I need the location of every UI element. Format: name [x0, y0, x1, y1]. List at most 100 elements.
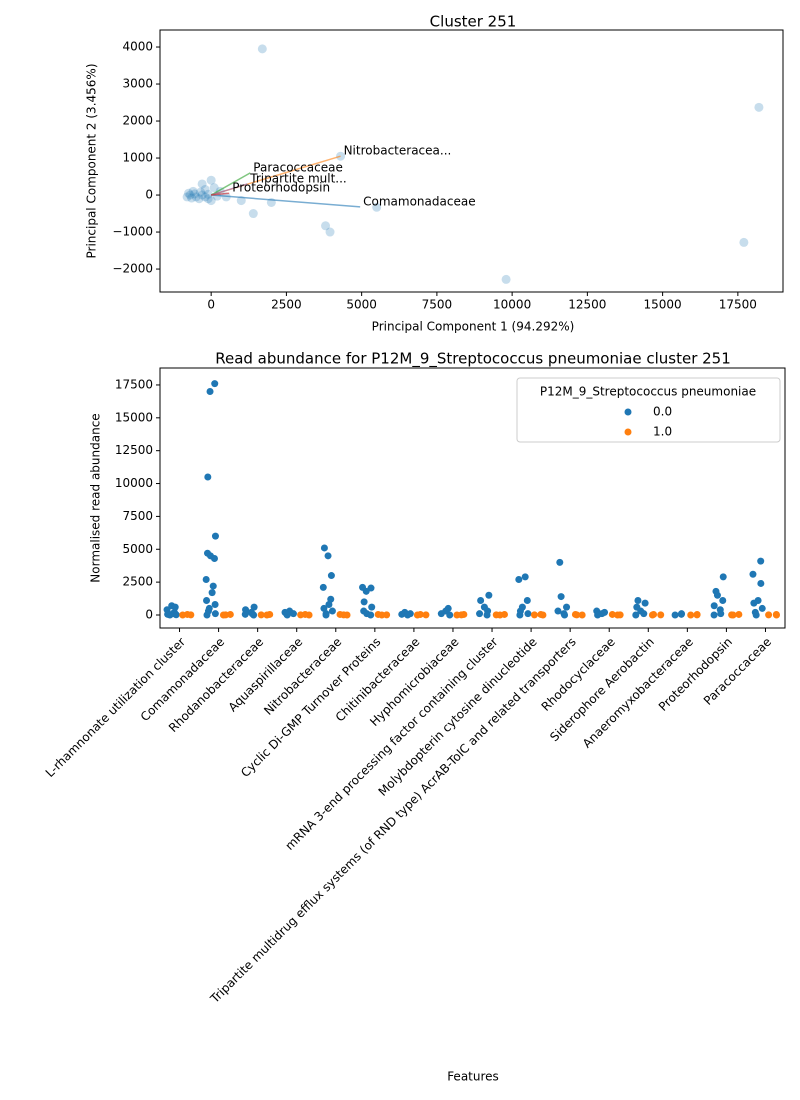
point	[717, 610, 725, 618]
point	[263, 611, 271, 619]
y-tick-label: 10000	[115, 476, 153, 490]
loading-arrow	[210, 183, 248, 196]
point	[208, 589, 216, 597]
x-tick-label: L-rhamnonate utilization cluster	[43, 635, 188, 780]
point	[614, 611, 622, 619]
point	[677, 610, 685, 618]
point	[573, 611, 581, 619]
loading-arrow	[211, 192, 230, 196]
y-tick-label: 7500	[122, 509, 153, 523]
point	[257, 44, 267, 54]
point	[360, 598, 368, 606]
point	[191, 192, 201, 202]
point	[739, 237, 749, 247]
point	[203, 611, 211, 619]
point	[206, 196, 216, 206]
chart-title: Read abundance for P12M_9_Streptococcus …	[215, 350, 731, 369]
x-tick-label: 10000	[493, 298, 531, 312]
point	[204, 473, 212, 481]
legend-marker	[624, 428, 632, 436]
point	[200, 184, 210, 194]
point	[641, 599, 649, 607]
loading-label: Paracoccaceae	[253, 160, 343, 174]
point	[729, 611, 737, 619]
y-tick-label: −2000	[112, 262, 153, 276]
legend-box	[516, 377, 781, 443]
y-tick-label: 0	[145, 607, 153, 621]
y-tick-label: −1000	[112, 225, 153, 239]
point	[322, 611, 330, 619]
point	[343, 611, 351, 619]
point	[710, 611, 718, 619]
point	[209, 183, 219, 193]
point	[437, 610, 445, 618]
loading-label: Nitrobacteracea...	[344, 144, 452, 158]
chart-title: Cluster 251	[430, 13, 517, 31]
point	[554, 607, 562, 615]
point	[319, 583, 327, 591]
point	[202, 575, 210, 583]
point	[735, 610, 743, 618]
point	[283, 611, 291, 619]
x-tick-label: Cyclic Di-GMP Turnover Proteins	[238, 635, 383, 780]
point	[211, 610, 219, 618]
point	[185, 190, 195, 200]
x-tick-label: 12500	[568, 298, 606, 312]
point	[671, 611, 679, 619]
point	[750, 599, 758, 607]
point	[321, 221, 331, 231]
point	[578, 611, 586, 619]
point	[530, 611, 538, 619]
point	[754, 102, 764, 112]
point	[320, 544, 328, 552]
point	[210, 554, 218, 562]
y-axis-label: Normalised read abundance	[89, 413, 103, 582]
point	[561, 611, 569, 619]
point	[648, 611, 656, 619]
x-tick-label: 17500	[719, 298, 757, 312]
point	[501, 274, 511, 284]
point	[765, 611, 773, 619]
point	[368, 603, 376, 611]
point	[483, 611, 491, 619]
point	[362, 587, 370, 595]
point	[687, 611, 695, 619]
loading-arrow	[210, 172, 251, 196]
point	[324, 552, 332, 560]
point	[320, 604, 328, 612]
y-tick-label: 4000	[122, 40, 153, 54]
y-tick-label: 15000	[115, 410, 153, 424]
point	[184, 188, 194, 198]
point	[608, 610, 616, 618]
point	[182, 192, 192, 202]
y-tick-label: 0	[145, 188, 153, 202]
point	[539, 611, 547, 619]
legend-label: 0.0	[653, 405, 672, 419]
point	[516, 611, 524, 619]
loading-label: Tripartite mult...	[249, 171, 346, 185]
legend-label: 1.0	[653, 425, 672, 439]
legend-marker	[624, 408, 632, 416]
point	[446, 611, 454, 619]
point	[693, 611, 701, 619]
point	[477, 597, 485, 605]
point	[710, 602, 718, 610]
point	[248, 209, 258, 219]
point	[485, 591, 493, 599]
x-axis-label: Principal Component 1 (94.292%)	[372, 320, 575, 334]
point	[250, 611, 258, 619]
point	[325, 227, 335, 237]
point	[640, 610, 648, 618]
point	[563, 603, 571, 611]
point	[749, 570, 757, 578]
y-tick-label: 17500	[115, 377, 153, 391]
x-tick-label: Proteorhodopsin	[656, 635, 735, 714]
loading-label: Proteorhodopsin	[232, 181, 330, 195]
point	[757, 579, 765, 587]
point	[325, 600, 333, 608]
point	[200, 192, 210, 202]
y-tick-label: 2500	[122, 575, 153, 589]
y-tick-label: 3000	[122, 77, 153, 91]
point	[194, 194, 204, 204]
